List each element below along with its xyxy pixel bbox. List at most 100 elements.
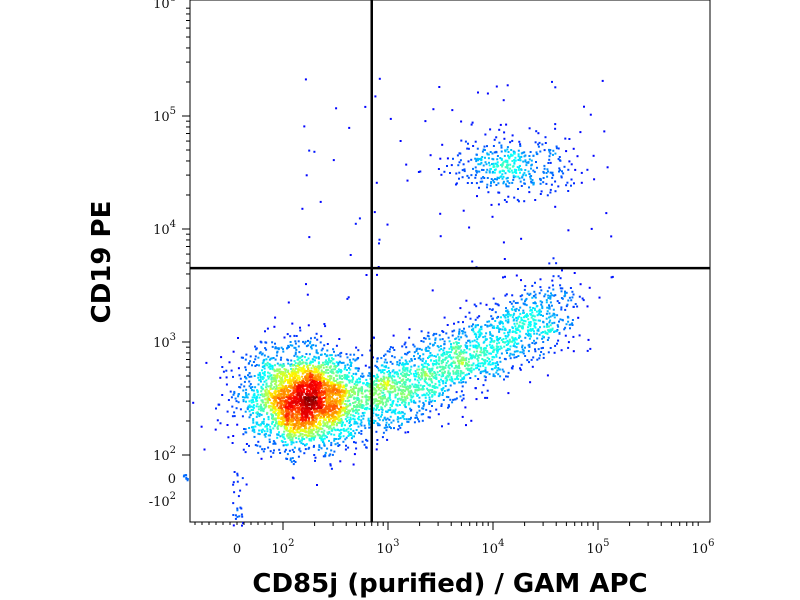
- event-dot: [261, 369, 263, 372]
- event-dot: [462, 321, 464, 324]
- event-dot: [500, 316, 502, 319]
- event-dot: [312, 344, 315, 347]
- event-dot: [307, 432, 310, 435]
- event-dot: [294, 364, 297, 367]
- event-dot: [345, 408, 348, 410]
- event-dot: [561, 287, 564, 290]
- event-dot: [265, 383, 268, 386]
- event-dot: [571, 319, 574, 321]
- event-dot: [422, 340, 425, 343]
- event-dot: [386, 361, 388, 364]
- event-dot: [278, 408, 281, 411]
- event-dot: [340, 414, 343, 417]
- event-dot: [360, 432, 363, 435]
- event-dot: [318, 444, 321, 447]
- event-dot: [393, 375, 396, 378]
- event-dot: [287, 423, 290, 426]
- event-dot: [344, 438, 347, 441]
- event-dot: [394, 396, 397, 399]
- event-dot: [272, 421, 274, 423]
- event-dot: [447, 396, 450, 399]
- event-dot: [305, 362, 308, 365]
- event-dot: [506, 309, 509, 312]
- event-dot: [517, 155, 520, 158]
- event-dot: [280, 382, 283, 385]
- event-dot: [502, 325, 505, 328]
- event-dot: [345, 415, 348, 418]
- event-dot: [326, 412, 329, 415]
- event-dot: [525, 161, 528, 164]
- event-dot: [457, 321, 460, 324]
- event-dot: [283, 437, 286, 440]
- event-dot: [264, 398, 267, 401]
- event-dot: [447, 364, 450, 367]
- event-dot: [276, 351, 279, 354]
- event-dot: [373, 211, 376, 214]
- event-dot: [314, 435, 317, 438]
- event-dot: [407, 374, 410, 376]
- event-dot: [488, 358, 491, 360]
- event-dot: [510, 149, 513, 151]
- event-dot: [314, 416, 317, 419]
- event-dot: [352, 372, 355, 375]
- event-dot: [518, 166, 520, 169]
- event-dot: [502, 180, 505, 183]
- event-dot: [311, 429, 314, 431]
- event-dot: [517, 200, 520, 203]
- event-dot: [323, 380, 325, 383]
- event-dot: [291, 322, 294, 325]
- event-dot: [453, 351, 456, 354]
- event-dot: [375, 430, 378, 433]
- event-dot: [438, 349, 441, 352]
- event-dot: [472, 346, 475, 349]
- event-dot: [438, 381, 441, 384]
- event-dot: [410, 365, 413, 368]
- event-dot: [412, 399, 415, 402]
- event-dot: [480, 158, 483, 161]
- event-dot: [310, 337, 312, 340]
- event-dot: [501, 328, 504, 331]
- event-dot: [505, 200, 508, 203]
- event-dot: [257, 356, 260, 359]
- event-dot: [245, 377, 248, 380]
- event-dot: [383, 372, 386, 375]
- event-dot: [279, 373, 282, 375]
- event-dot: [312, 429, 315, 432]
- event-dot: [280, 383, 283, 386]
- event-dot: [350, 375, 353, 378]
- event-dot: [319, 353, 322, 356]
- event-dot: [254, 444, 257, 447]
- event-dot: [308, 236, 311, 239]
- event-dot: [403, 363, 406, 366]
- event-dot: [219, 422, 222, 425]
- event-dot: [233, 491, 236, 494]
- event-dot: [472, 362, 475, 365]
- event-dot: [294, 342, 297, 345]
- event-dot: [357, 409, 360, 411]
- event-dot: [341, 409, 344, 412]
- event-dot: [346, 378, 348, 381]
- event-dot: [366, 406, 369, 409]
- event-dot: [331, 391, 334, 394]
- event-dot: [332, 426, 335, 429]
- event-dot: [252, 394, 255, 397]
- event-dot: [445, 376, 448, 379]
- event-dot: [356, 410, 359, 413]
- event-dot: [518, 177, 521, 180]
- event-dot: [517, 153, 520, 156]
- event-dot: [355, 384, 358, 387]
- event-dot: [323, 409, 326, 411]
- event-dot: [258, 352, 261, 355]
- event-dot: [491, 346, 494, 349]
- event-dot: [459, 307, 462, 310]
- event-dot: [299, 363, 302, 366]
- event-dot: [278, 370, 281, 373]
- event-dot: [270, 393, 273, 396]
- event-dot: [393, 411, 396, 414]
- event-dot: [494, 364, 497, 367]
- event-dot: [329, 354, 332, 357]
- event-dot: [410, 358, 413, 360]
- event-dot: [470, 123, 473, 126]
- event-dot: [266, 399, 269, 402]
- event-dot: [494, 162, 497, 165]
